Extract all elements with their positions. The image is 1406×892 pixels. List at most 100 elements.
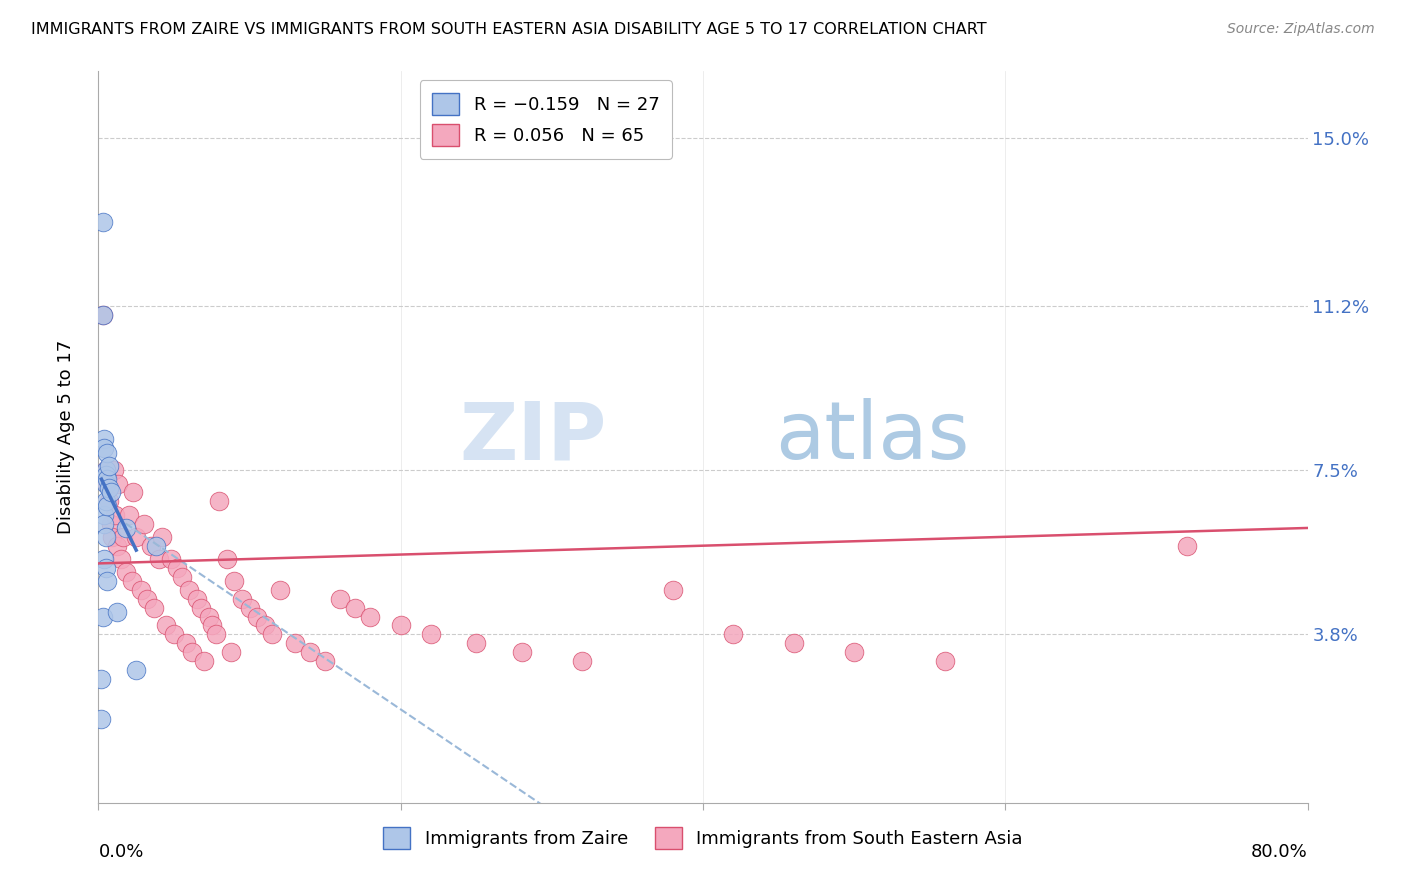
Point bbox=[96, 499, 118, 513]
Point bbox=[93, 552, 115, 566]
Point bbox=[91, 308, 114, 322]
Point bbox=[389, 618, 412, 632]
Point bbox=[98, 481, 121, 495]
Point bbox=[141, 539, 163, 553]
Point bbox=[93, 432, 115, 446]
Point bbox=[221, 645, 243, 659]
Point bbox=[96, 574, 118, 589]
Point bbox=[510, 645, 533, 659]
Point bbox=[1175, 539, 1198, 553]
Point bbox=[90, 712, 112, 726]
Point bbox=[104, 508, 127, 522]
Point bbox=[101, 530, 124, 544]
Point bbox=[114, 521, 136, 535]
Point bbox=[179, 582, 201, 597]
Point bbox=[163, 627, 186, 641]
Point bbox=[132, 516, 155, 531]
Point bbox=[231, 591, 253, 606]
Point bbox=[253, 618, 276, 632]
Point bbox=[186, 591, 208, 606]
Point bbox=[100, 485, 122, 500]
Point bbox=[661, 582, 683, 597]
Point bbox=[314, 654, 336, 668]
Point bbox=[193, 654, 215, 668]
Point bbox=[91, 609, 114, 624]
Point bbox=[143, 600, 166, 615]
Point bbox=[96, 472, 118, 486]
Point bbox=[155, 618, 177, 632]
Point bbox=[98, 494, 121, 508]
Point bbox=[98, 458, 121, 473]
Point bbox=[329, 591, 352, 606]
Text: atlas: atlas bbox=[776, 398, 970, 476]
Point bbox=[360, 609, 382, 624]
Point bbox=[934, 654, 956, 668]
Point bbox=[262, 627, 284, 641]
Point bbox=[94, 463, 117, 477]
Point bbox=[103, 463, 125, 477]
Point bbox=[94, 561, 117, 575]
Point bbox=[94, 463, 117, 477]
Point bbox=[148, 552, 170, 566]
Point bbox=[160, 552, 183, 566]
Point bbox=[197, 609, 219, 624]
Point bbox=[105, 539, 128, 553]
Point bbox=[201, 618, 224, 632]
Point bbox=[94, 530, 117, 544]
Point bbox=[100, 516, 122, 531]
Point bbox=[239, 600, 262, 615]
Point bbox=[246, 609, 269, 624]
Point bbox=[145, 539, 167, 553]
Point bbox=[205, 627, 228, 641]
Point bbox=[91, 215, 114, 229]
Point bbox=[93, 441, 115, 455]
Point bbox=[723, 627, 745, 641]
Point bbox=[114, 566, 136, 580]
Point bbox=[190, 600, 212, 615]
Point bbox=[96, 445, 118, 459]
Point bbox=[224, 574, 246, 589]
Point bbox=[118, 508, 141, 522]
Text: 0.0%: 0.0% bbox=[98, 843, 143, 861]
Text: IMMIGRANTS FROM ZAIRE VS IMMIGRANTS FROM SOUTH EASTERN ASIA DISABILITY AGE 5 TO : IMMIGRANTS FROM ZAIRE VS IMMIGRANTS FROM… bbox=[31, 22, 987, 37]
Point bbox=[208, 494, 231, 508]
Point bbox=[465, 636, 488, 650]
Text: 80.0%: 80.0% bbox=[1251, 843, 1308, 861]
Point bbox=[129, 582, 152, 597]
Point bbox=[94, 494, 117, 508]
Point bbox=[181, 645, 204, 659]
Point bbox=[269, 582, 291, 597]
Point bbox=[135, 591, 157, 606]
Point bbox=[125, 663, 148, 677]
Point bbox=[284, 636, 307, 650]
Point bbox=[96, 476, 118, 491]
Point bbox=[94, 476, 117, 491]
Point bbox=[107, 476, 129, 491]
Point bbox=[111, 530, 134, 544]
Text: ZIP: ZIP bbox=[458, 398, 606, 476]
Point bbox=[174, 636, 197, 650]
Text: Source: ZipAtlas.com: Source: ZipAtlas.com bbox=[1227, 22, 1375, 37]
Point bbox=[783, 636, 806, 650]
Point bbox=[215, 552, 238, 566]
Point bbox=[93, 516, 115, 531]
Point bbox=[166, 561, 188, 575]
Point bbox=[91, 308, 114, 322]
Point bbox=[170, 570, 193, 584]
Point bbox=[150, 530, 173, 544]
Point bbox=[94, 467, 117, 482]
Y-axis label: Disability Age 5 to 17: Disability Age 5 to 17 bbox=[56, 340, 75, 534]
Point bbox=[571, 654, 593, 668]
Point bbox=[105, 605, 128, 619]
Point bbox=[110, 552, 132, 566]
Point bbox=[125, 530, 148, 544]
Legend: Immigrants from Zaire, Immigrants from South Eastern Asia: Immigrants from Zaire, Immigrants from S… bbox=[373, 816, 1033, 860]
Point bbox=[122, 485, 145, 500]
Point bbox=[90, 672, 112, 686]
Point bbox=[93, 508, 115, 522]
Point bbox=[844, 645, 866, 659]
Point bbox=[420, 627, 443, 641]
Point bbox=[121, 574, 143, 589]
Point bbox=[299, 645, 322, 659]
Point bbox=[344, 600, 367, 615]
